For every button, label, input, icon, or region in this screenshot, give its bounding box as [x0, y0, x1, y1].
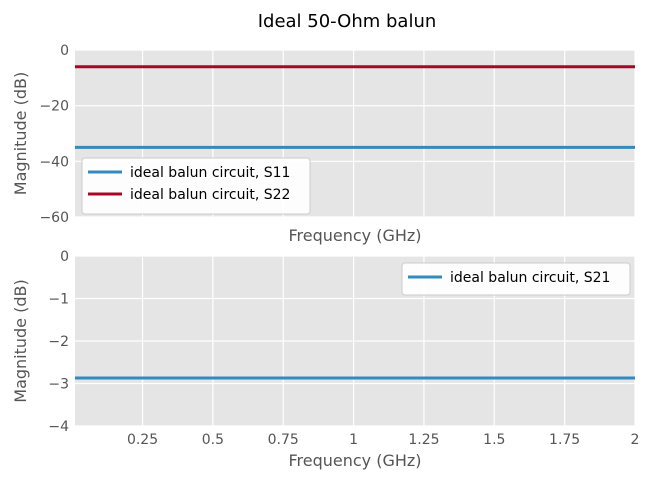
x-tick-label: 1	[349, 432, 358, 448]
y-tick-label: −4	[48, 419, 69, 435]
subplot-1: 0 −20 −40 −60 Frequency (GHz) Magnitude (dB) i…	[11, 43, 636, 245]
subplot-2: 0 −1 −2 −3 −4 0.25 0.5 0.75 1 1.25 1.5 1.75 2 Frequen…	[11, 249, 639, 470]
legend-box	[81, 157, 311, 215]
x-tick-label: 0.5	[202, 432, 224, 448]
x-axis-label: Frequency (GHz)	[288, 226, 421, 245]
y-tick-label: 0	[60, 43, 69, 59]
x-tick-label: 1.25	[408, 432, 439, 448]
legend-entry: ideal balun circuit, S21	[450, 270, 610, 286]
x-tick-label: 0.75	[268, 432, 299, 448]
x-tick-label: 1.5	[483, 432, 505, 448]
x-tick-label: 1.75	[549, 432, 580, 448]
y-tick-label: −1	[48, 292, 69, 308]
x-tick-label: 0.25	[127, 432, 158, 448]
y-tick-label: −20	[39, 99, 69, 115]
x-axis-label: Frequency (GHz)	[288, 451, 421, 470]
y-tick-label: −40	[39, 154, 69, 170]
y-tick-label: −3	[48, 377, 69, 393]
y-axis-label: Magnitude (dB)	[11, 72, 30, 195]
y-tick-label: 0	[60, 249, 69, 265]
legend: ideal balun circuit, S11 ideal balun circ…	[81, 157, 311, 215]
legend-entry: ideal balun circuit, S11	[130, 165, 290, 181]
y-tick-label: −60	[39, 210, 69, 226]
y-tick-label: −2	[48, 334, 69, 350]
legend-entry: ideal balun circuit, S22	[130, 187, 290, 203]
legend: ideal balun circuit, S21	[401, 262, 631, 296]
y-axis-label: Magnitude (dB)	[11, 279, 30, 402]
x-tick-label: 2	[631, 432, 640, 448]
legend-box	[401, 262, 631, 296]
chart-title: Ideal 50-Ohm balun	[258, 11, 437, 32]
